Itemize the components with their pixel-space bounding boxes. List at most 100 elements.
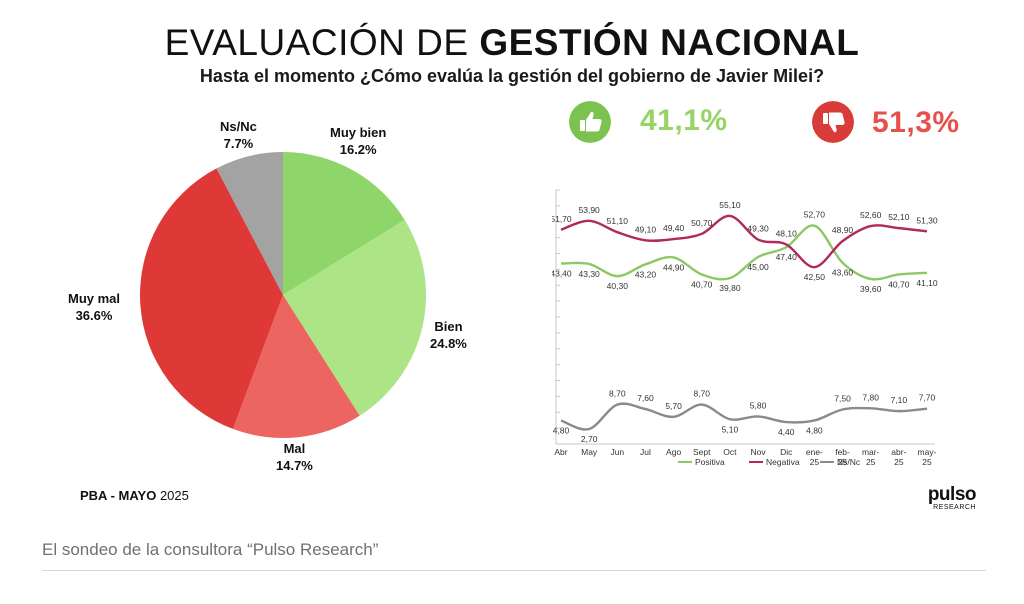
pie-slice-bien [283, 219, 426, 416]
data-label-negativa: 51,70 [552, 214, 572, 224]
legend-label-ns-nc: Ns/Nc [837, 457, 861, 467]
chart-subtitle: Hasta el momento ¿Cómo evalúa la gestión… [199, 66, 825, 86]
line-chart: 43,40 43,30 40,30 43,20 44,90 40,70 39,80 45,00… [552, 189, 938, 467]
data-label-positiva: 39,80 [719, 283, 741, 293]
article-caption: El sondeo de la consultora “Pulso Resear… [42, 540, 379, 559]
pie-label-name: Muy bien [330, 125, 387, 140]
region-month: PBA - MAYO [80, 488, 157, 503]
data-label-ns-nc: 7,80 [862, 392, 879, 402]
data-label-ns-nc: 5,70 [665, 401, 682, 411]
x-tick-label: Nov [751, 447, 767, 457]
series-line-positiva [560, 224, 928, 281]
data-label-positiva: 41,10 [916, 278, 938, 288]
brand-logo: pulso RESEARCH [916, 484, 977, 511]
data-label-positiva: 40,70 [691, 279, 713, 289]
data-label-ns-nc: 8,70 [609, 389, 626, 399]
survey-year: 2025 [159, 488, 189, 503]
pie-slice-ns-nc [216, 152, 283, 295]
pie-label-ns-nc: Ns/Nc 7.7% [220, 118, 257, 152]
data-label-negativa: 42,50 [804, 272, 826, 282]
data-label-positiva: 40,30 [607, 281, 629, 291]
legend-label-positiva: Positiva [695, 457, 725, 467]
data-label-ns-nc: 7,70 [919, 393, 936, 403]
negative-kpi-value: 51,3% [872, 106, 960, 139]
data-label-negativa: 48,10 [776, 228, 798, 238]
x-tick-label: abr-25 [891, 447, 906, 467]
data-label-negativa: 49,10 [635, 224, 657, 234]
data-label-ns-nc: 8,70 [693, 389, 710, 399]
x-tick-label: Jun [610, 447, 624, 457]
x-tick-label: Jul [640, 447, 651, 457]
data-label-positiva: 52,70 [804, 210, 826, 220]
pie-slice-muy-bien [283, 152, 405, 295]
data-label-positiva: 39,60 [860, 284, 882, 294]
title-light: EVALUACIÓN DE [164, 22, 469, 63]
pie-label-value: 14.7% [276, 458, 313, 473]
pie-label-name: Mal [283, 441, 306, 456]
pie-label-name: Muy mal [68, 291, 121, 306]
data-label-negativa: 52,10 [888, 212, 910, 222]
positive-kpi-value: 41,1% [640, 104, 728, 137]
series-line-negativa [560, 214, 928, 269]
x-tick-label: feb-25 [835, 447, 850, 467]
brand-name: pulso [927, 484, 977, 505]
data-label-negativa: 51,10 [607, 216, 629, 226]
pie-label-mal: Mal 14.7% [276, 440, 313, 474]
thumbs-down-icon [812, 101, 854, 143]
data-label-positiva: 44,90 [663, 262, 685, 272]
data-label-negativa: 49,40 [663, 223, 685, 233]
x-tick-label: may-25 [918, 447, 937, 467]
pie-label-bien: Bien 24.8% [430, 318, 467, 352]
series-line-ns-nc [560, 402, 928, 431]
pie-slice-mal [232, 295, 360, 438]
pie-slice-muy-mal [140, 168, 283, 429]
x-tick-label: Oct [723, 447, 737, 457]
pie-chart [140, 152, 426, 438]
data-label-positiva: 45,00 [747, 262, 769, 272]
data-label-positiva: 43,30 [579, 269, 601, 279]
title-bold: GESTIÓN NACIONAL [479, 22, 860, 63]
pie-label-value: 24.8% [430, 336, 467, 351]
x-tick-label: ene-25 [806, 447, 823, 467]
x-tick-label: Dic [780, 447, 793, 457]
data-label-negativa: 55,10 [719, 200, 741, 210]
data-label-ns-nc: 7,60 [637, 393, 654, 403]
x-tick-label: Ago [666, 447, 681, 457]
pie-label-name: Ns/Nc [220, 119, 257, 134]
data-label-negativa: 52,60 [860, 210, 882, 220]
data-label-ns-nc: 2,70 [581, 434, 598, 444]
data-label-positiva: 40,70 [888, 279, 910, 289]
data-label-positiva: 43,40 [552, 269, 572, 279]
data-label-positiva: 43,20 [635, 269, 657, 279]
divider [42, 570, 986, 571]
data-label-ns-nc: 4,80 [806, 425, 823, 435]
data-label-negativa: 49,30 [747, 224, 769, 234]
data-label-ns-nc: 4,40 [778, 427, 795, 437]
data-label-negativa: 51,30 [916, 215, 938, 225]
pie-label-value: 16.2% [339, 142, 377, 157]
data-label-negativa: 48,90 [832, 225, 854, 235]
survey-scope: PBA - MAYO 2025 [80, 488, 189, 503]
data-label-negativa: 53,90 [579, 205, 601, 215]
x-tick-label: Sept [693, 447, 711, 457]
x-tick-label: Abr [554, 447, 567, 457]
pie-label-value: 36.6% [75, 308, 113, 323]
data-label-negativa: 50,70 [691, 218, 713, 228]
pie-label-name: Bien [434, 319, 463, 334]
pie-label-muy-mal: Muy mal 36.6% [68, 290, 120, 324]
data-label-ns-nc: 5,10 [722, 424, 739, 434]
pie-label-muy-bien: Muy bien 16.2% [330, 124, 386, 158]
data-label-ns-nc: 4,80 [553, 425, 570, 435]
pie-label-value: 7.7% [223, 136, 254, 151]
legend-label-negativa: Negativa [766, 457, 800, 467]
data-label-ns-nc: 7,10 [891, 395, 908, 405]
chart-title: EVALUACIÓN DE GESTIÓN NACIONAL [0, 22, 1024, 64]
x-tick-label: May [581, 447, 598, 457]
brand-sub: RESEARCH [933, 504, 976, 511]
thumbs-up-icon [569, 101, 611, 143]
x-tick-label: mar-25 [862, 447, 880, 467]
data-label-ns-nc: 5,80 [750, 400, 767, 410]
data-label-ns-nc: 7,50 [834, 394, 851, 404]
data-label-positiva: 43,60 [832, 268, 854, 278]
data-label-positiva: 47,40 [776, 252, 798, 262]
